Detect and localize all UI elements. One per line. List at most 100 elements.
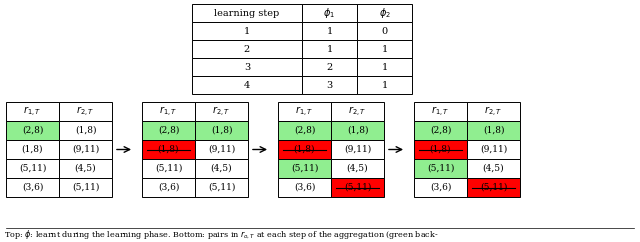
Bar: [331, 178, 384, 197]
Bar: [331, 140, 384, 159]
Bar: [414, 121, 467, 140]
Bar: [59, 178, 112, 197]
Bar: [142, 121, 195, 140]
Bar: [467, 102, 520, 121]
Bar: [414, 178, 467, 197]
Text: (2,8): (2,8): [158, 126, 179, 135]
Bar: [195, 178, 248, 197]
Text: 4: 4: [244, 81, 250, 90]
Bar: [331, 159, 384, 178]
Bar: [302, 76, 357, 94]
Text: 3: 3: [244, 62, 250, 71]
Text: (5,11): (5,11): [155, 164, 182, 173]
Bar: [59, 140, 112, 159]
Text: 2: 2: [244, 45, 250, 53]
Bar: [192, 22, 302, 40]
Text: $r_{2,T}$: $r_{2,T}$: [348, 105, 367, 119]
Text: (4,5): (4,5): [211, 164, 232, 173]
Text: (1,8): (1,8): [75, 126, 96, 135]
Bar: [195, 159, 248, 178]
Bar: [278, 159, 331, 178]
Text: $\phi_1$: $\phi_1$: [323, 6, 335, 20]
Text: (9,11): (9,11): [72, 145, 99, 154]
Text: (5,11): (5,11): [344, 183, 371, 192]
Text: (1,8): (1,8): [211, 126, 232, 135]
Bar: [414, 102, 467, 121]
Text: $r_{1,T}$: $r_{1,T}$: [159, 105, 178, 119]
Bar: [142, 140, 195, 159]
Text: 1: 1: [381, 81, 388, 90]
Bar: [278, 102, 331, 121]
Bar: [192, 4, 302, 22]
Bar: [331, 102, 384, 121]
Bar: [467, 159, 520, 178]
Bar: [278, 178, 331, 197]
Bar: [278, 140, 331, 159]
Text: (1,8): (1,8): [347, 126, 368, 135]
Text: (2,8): (2,8): [294, 126, 315, 135]
Text: (1,8): (1,8): [157, 145, 179, 154]
Bar: [302, 22, 357, 40]
Text: (5,11): (5,11): [208, 183, 235, 192]
Text: (4,5): (4,5): [347, 164, 368, 173]
Bar: [357, 58, 412, 76]
Bar: [302, 40, 357, 58]
Bar: [6, 102, 59, 121]
Text: (3,6): (3,6): [294, 183, 315, 192]
Bar: [59, 121, 112, 140]
Text: (9,11): (9,11): [344, 145, 371, 154]
Text: 1: 1: [381, 62, 388, 71]
Bar: [192, 40, 302, 58]
Text: (1,8): (1,8): [429, 145, 451, 154]
Bar: [195, 121, 248, 140]
Text: (1,8): (1,8): [22, 145, 44, 154]
Text: (5,11): (5,11): [291, 164, 318, 173]
Text: $r_{2,T}$: $r_{2,T}$: [212, 105, 230, 119]
Text: $\phi_2$: $\phi_2$: [378, 6, 390, 20]
Bar: [357, 4, 412, 22]
Text: (4,5): (4,5): [483, 164, 504, 173]
Bar: [6, 178, 59, 197]
Bar: [142, 102, 195, 121]
Text: $r_{1,T}$: $r_{1,T}$: [431, 105, 450, 119]
Bar: [195, 102, 248, 121]
Text: 1: 1: [244, 27, 250, 36]
Text: (3,6): (3,6): [158, 183, 179, 192]
Text: (1,8): (1,8): [294, 145, 316, 154]
Bar: [302, 58, 357, 76]
Text: $r_{1,T}$: $r_{1,T}$: [295, 105, 314, 119]
Text: (3,6): (3,6): [22, 183, 43, 192]
Bar: [192, 58, 302, 76]
Bar: [467, 140, 520, 159]
Bar: [195, 140, 248, 159]
Bar: [357, 22, 412, 40]
Text: (4,5): (4,5): [75, 164, 96, 173]
Text: learning step: learning step: [214, 8, 280, 17]
Bar: [357, 76, 412, 94]
Text: (5,11): (5,11): [72, 183, 99, 192]
Text: 2: 2: [326, 62, 333, 71]
Bar: [302, 4, 357, 22]
Bar: [59, 102, 112, 121]
Bar: [278, 121, 331, 140]
Text: 1: 1: [326, 27, 333, 36]
Text: (1,8): (1,8): [483, 126, 504, 135]
Bar: [59, 159, 112, 178]
Bar: [331, 121, 384, 140]
Text: $r_{2,T}$: $r_{2,T}$: [76, 105, 95, 119]
Text: $r_{2,T}$: $r_{2,T}$: [484, 105, 502, 119]
Text: $r_{1,T}$: $r_{1,T}$: [23, 105, 42, 119]
Bar: [6, 121, 59, 140]
Bar: [6, 159, 59, 178]
Bar: [142, 178, 195, 197]
Text: (5,11): (5,11): [427, 164, 454, 173]
Text: 0: 0: [381, 27, 388, 36]
Text: (5,11): (5,11): [19, 164, 46, 173]
Bar: [6, 140, 59, 159]
Text: Top: $\phi$: learnt during the learning phase. Bottom: pairs in $r_{o,T}$ at eac: Top: $\phi$: learnt during the learning …: [4, 229, 438, 242]
Text: (3,6): (3,6): [430, 183, 451, 192]
Text: (9,11): (9,11): [208, 145, 235, 154]
Bar: [414, 140, 467, 159]
Bar: [467, 178, 520, 197]
Bar: [357, 40, 412, 58]
